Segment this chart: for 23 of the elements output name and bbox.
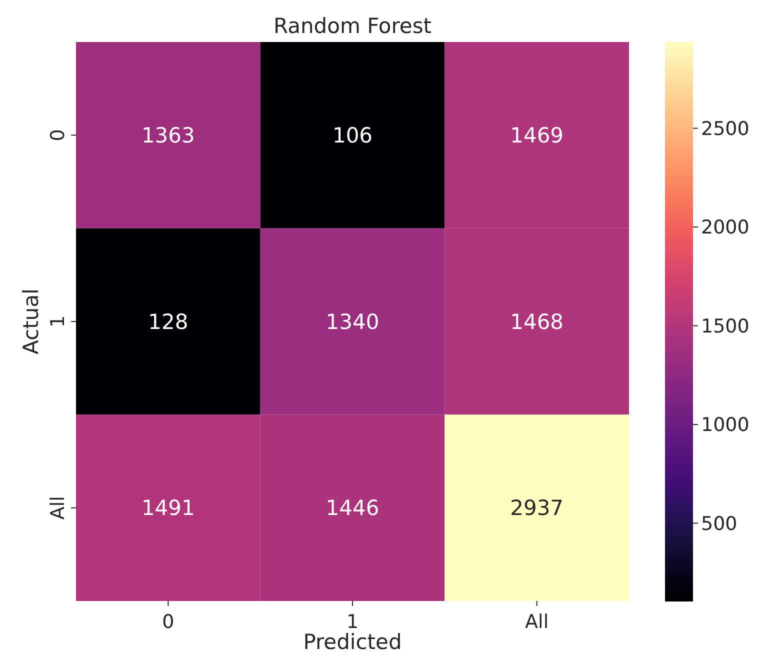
data-label: 1491 xyxy=(141,496,195,520)
data-label: 128 xyxy=(148,310,188,334)
y-axis-title: Actual xyxy=(19,288,43,354)
data-label: 1468 xyxy=(510,310,564,334)
x-tick-label: 0 xyxy=(162,611,174,633)
y-tick-label: 1 xyxy=(47,315,69,328)
y-tick-label: 0 xyxy=(47,129,69,142)
data-label: 1446 xyxy=(326,496,380,520)
data-label: 106 xyxy=(332,124,373,148)
x-tick-label: All xyxy=(525,611,549,633)
data-label: 1469 xyxy=(510,124,564,148)
chart-title: Random Forest xyxy=(273,14,432,38)
color-bar-label: 500 xyxy=(701,512,738,535)
color-bar-label: 1000 xyxy=(701,414,750,436)
data-label: 2937 xyxy=(510,496,564,520)
color-bar-label: 2500 xyxy=(701,118,750,140)
color-bar-label: 1500 xyxy=(701,315,750,338)
y-tick-label: All xyxy=(47,496,69,520)
data-label: 1363 xyxy=(141,124,195,148)
x-axis-title: Predicted xyxy=(303,630,402,654)
x-tick-label: 1 xyxy=(346,611,359,633)
data-label: 1340 xyxy=(326,310,380,334)
color-bar-label: 2000 xyxy=(701,216,750,239)
